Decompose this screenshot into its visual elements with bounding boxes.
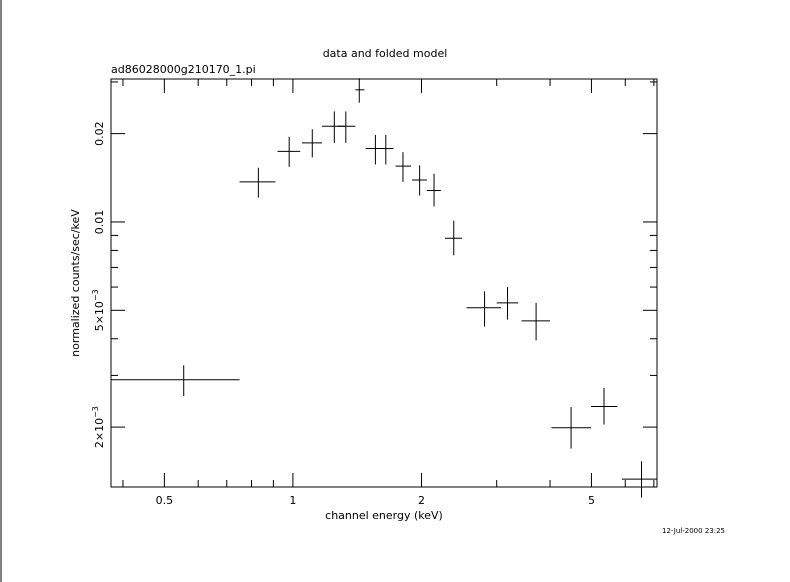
- data-points: [111, 78, 657, 498]
- data-point: [551, 407, 592, 449]
- data-point: [466, 291, 501, 327]
- x-tick-label: 0.5: [156, 494, 174, 507]
- y-axis-label: normalized counts/sec/keV: [69, 209, 82, 357]
- data-point: [444, 220, 463, 256]
- timestamp: 12-Jul-2000 23:25: [662, 527, 725, 535]
- data-point: [411, 165, 427, 196]
- x-tick-label: 2: [418, 494, 425, 507]
- x-tick-label: 5: [588, 494, 595, 507]
- chart-title: data and folded model: [323, 47, 448, 60]
- data-point: [337, 111, 356, 143]
- data-point: [355, 78, 365, 103]
- data-point: [521, 302, 551, 341]
- data-point: [395, 152, 411, 182]
- chart-subtitle: ad86028000g210170_1.pi: [111, 63, 256, 76]
- y-axis-ticks: [111, 81, 657, 428]
- data-point: [621, 461, 657, 498]
- data-point: [496, 287, 519, 320]
- data-point: [591, 387, 618, 425]
- y-tick-label-exponent: −3: [91, 289, 100, 301]
- data-point: [426, 173, 441, 207]
- y-tick-label: 0.02: [93, 121, 106, 146]
- plot-frame: [110, 78, 658, 488]
- x-tick-label: 1: [289, 494, 296, 507]
- y-tick-label: 0.01: [93, 210, 106, 235]
- data-point: [239, 167, 276, 198]
- data-point: [111, 365, 240, 397]
- data-point: [377, 134, 394, 165]
- x-axis-tick-labels: 0.5 1 2 5: [156, 494, 595, 507]
- data-point: [301, 129, 323, 158]
- x-axis-label: channel energy (keV): [325, 509, 443, 522]
- y-tick-label-exponent: −3: [91, 406, 100, 418]
- x-axis-ticks: [122, 79, 655, 487]
- data-point: [277, 136, 301, 167]
